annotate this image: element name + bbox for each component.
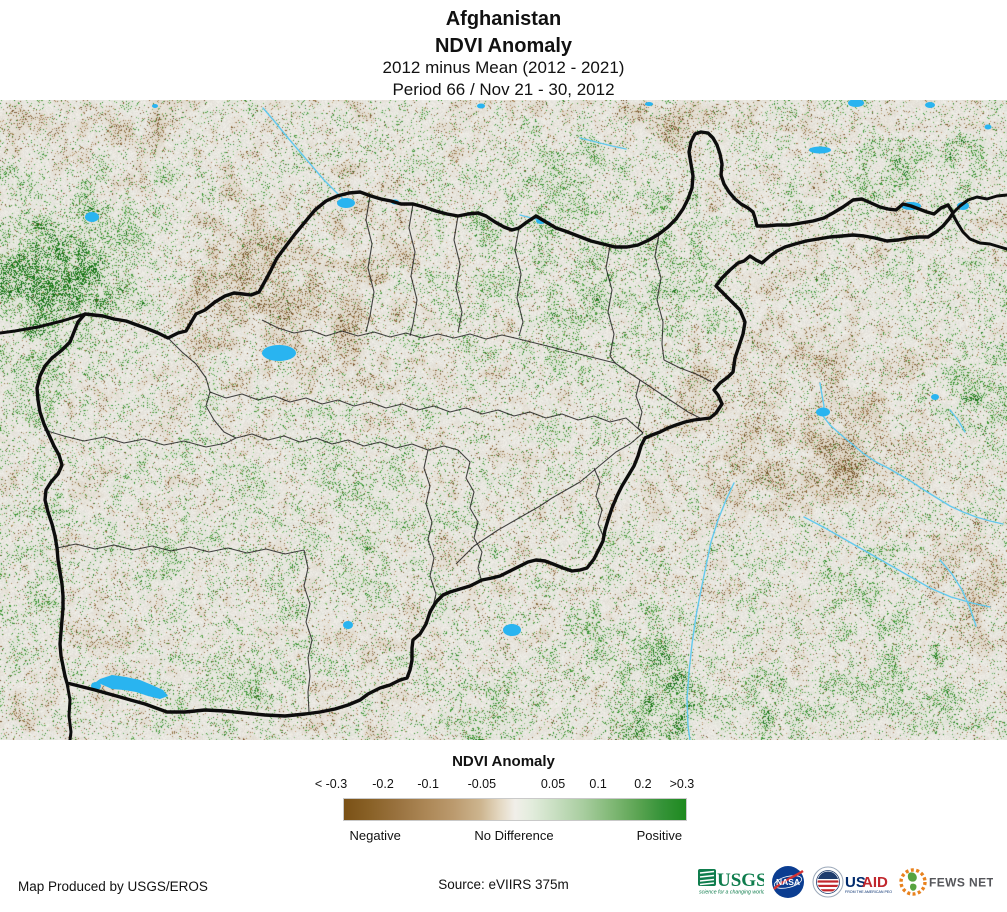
province-boundary bbox=[635, 379, 644, 434]
footer: Map Produced by USGS/EROS Source: eVIIRS… bbox=[0, 860, 1007, 912]
legend-category-labels: Negative No Difference Positive bbox=[343, 828, 685, 844]
lake bbox=[809, 146, 831, 154]
legend-label-negative: Negative bbox=[349, 828, 401, 843]
footer-logos: USGS science for a changing world NASA U… bbox=[698, 862, 993, 902]
province-boundary bbox=[167, 337, 237, 439]
province-boundary bbox=[408, 203, 418, 337]
legend-title: NDVI Anomaly bbox=[452, 753, 555, 770]
lake bbox=[343, 621, 353, 629]
map-overlay bbox=[0, 100, 1007, 740]
map-title-country: Afghanistan bbox=[445, 8, 562, 30]
province-boundary bbox=[663, 359, 713, 383]
nasa-logo-text: NASA bbox=[776, 877, 800, 887]
lake bbox=[337, 198, 355, 208]
river bbox=[819, 382, 1004, 525]
map-period: Period 66 / Nov 21 - 30, 2012 bbox=[392, 80, 615, 99]
lake bbox=[85, 212, 99, 222]
lake bbox=[96, 675, 168, 699]
province-boundary bbox=[514, 227, 524, 337]
province-boundary bbox=[365, 195, 375, 333]
legend-tick: 0.05 bbox=[540, 777, 566, 791]
map-subtitle: 2012 minus Mean (2012 - 2021) bbox=[382, 58, 625, 77]
usgs-logo-tagline: science for a changing world bbox=[699, 890, 764, 896]
province-boundary bbox=[43, 429, 237, 448]
legend-color-bar bbox=[343, 798, 687, 821]
afghanistan-border bbox=[35, 130, 955, 718]
neighbor-border bbox=[0, 312, 87, 335]
province-boundary bbox=[457, 449, 483, 580]
lake bbox=[925, 102, 935, 108]
lake bbox=[503, 624, 521, 636]
province-boundary bbox=[423, 449, 437, 623]
legend-label-positive: Positive bbox=[636, 828, 683, 843]
legend-tick: 0.2 bbox=[634, 777, 652, 791]
province-boundary bbox=[455, 432, 644, 565]
usaid-logo: US AID FROM THE AMERICAN PEOPLE bbox=[812, 866, 892, 898]
usaid-logo-us: US bbox=[845, 874, 866, 891]
usgs-logo: USGS science for a changing world bbox=[698, 869, 764, 896]
province-boundary bbox=[56, 543, 305, 555]
legend-ticks: < -0.3 -0.2 -0.1 -0.05 0.05 0.1 0.2 >0.3 bbox=[315, 777, 694, 793]
legend-tick: < -0.3 bbox=[314, 777, 348, 791]
legend-tick: -0.1 bbox=[417, 777, 439, 791]
map-title-product: NDVI Anomaly bbox=[434, 35, 573, 57]
province-boundary bbox=[261, 319, 616, 364]
river bbox=[579, 137, 627, 150]
river bbox=[803, 516, 991, 608]
lake bbox=[645, 102, 653, 106]
lake bbox=[262, 345, 296, 361]
fewsnet-logo: FEWS NET bbox=[899, 868, 993, 896]
legend-tick: >0.3 bbox=[669, 777, 695, 791]
usaid-logo-aid: AID bbox=[862, 874, 888, 891]
lake bbox=[984, 124, 992, 130]
province-boundary bbox=[614, 362, 701, 419]
nasa-logo: NASA bbox=[772, 866, 804, 898]
fewsnet-logo-text: FEWS NET bbox=[929, 876, 993, 890]
lakes bbox=[85, 100, 992, 699]
river bbox=[686, 482, 735, 740]
lake bbox=[477, 103, 485, 109]
legend-tick: 0.1 bbox=[589, 777, 607, 791]
river bbox=[262, 107, 345, 201]
lake bbox=[152, 104, 158, 108]
province-boundary bbox=[654, 233, 665, 361]
ndvi-raster bbox=[0, 100, 1007, 740]
map-area bbox=[0, 100, 1007, 740]
province-boundary bbox=[303, 549, 313, 714]
province-boundary bbox=[209, 391, 644, 434]
province-boundary bbox=[605, 245, 616, 364]
lake bbox=[848, 100, 864, 107]
neighbor-country-borders bbox=[0, 193, 1007, 740]
lake bbox=[816, 407, 830, 417]
legend-tick: -0.2 bbox=[372, 777, 394, 791]
lake bbox=[931, 394, 939, 400]
river bbox=[949, 409, 966, 433]
neighbor-border bbox=[951, 213, 1007, 251]
neighbor-border bbox=[951, 193, 1007, 215]
usgs-logo-text: USGS bbox=[717, 870, 764, 891]
legend-label-nodifference: No Difference bbox=[474, 828, 554, 843]
legend-tick: -0.05 bbox=[467, 777, 497, 791]
source-text: Source: eVIIRS 375m bbox=[438, 877, 569, 892]
province-boundaries bbox=[43, 195, 713, 714]
province-boundary bbox=[235, 433, 459, 451]
credit-text: Map Produced by USGS/EROS bbox=[18, 879, 208, 894]
neighbor-border bbox=[65, 681, 73, 740]
usaid-logo-tagline: FROM THE AMERICAN PEOPLE bbox=[845, 890, 892, 894]
legend: NDVI Anomaly < -0.3 -0.2 -0.1 -0.05 0.05… bbox=[0, 740, 1007, 855]
river bbox=[939, 559, 977, 627]
province-boundary bbox=[453, 215, 463, 333]
